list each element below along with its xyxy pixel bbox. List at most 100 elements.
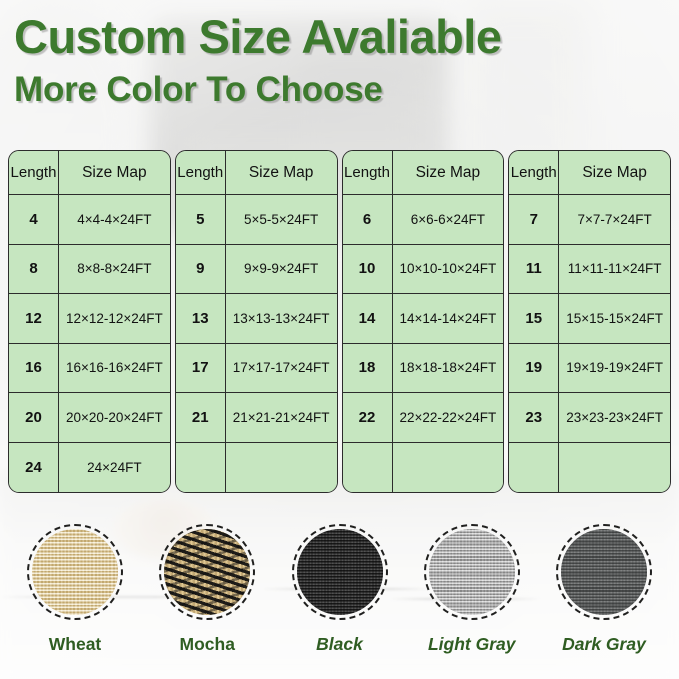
- table-row: 5 5×5-5×24FT: [175, 195, 337, 245]
- cell-length: 15: [509, 294, 560, 343]
- swatch-texture-wheat: [32, 529, 118, 615]
- cell-size-map: 7×7-7×24FT: [559, 195, 670, 244]
- cell-length: 8: [9, 244, 59, 293]
- color-swatch-black: Black: [281, 524, 399, 655]
- cell-size-map: 11×11-11×24FT: [559, 244, 670, 293]
- color-swatch-light-gray: Light Gray: [413, 524, 531, 655]
- cell-size-map: 15×15-15×24FT: [559, 294, 670, 343]
- swatch-label-dark-gray: Dark Gray: [562, 634, 646, 654]
- color-swatches-container: Wheat Mocha Black Li: [0, 524, 679, 655]
- column-header-length: Length: [175, 151, 226, 194]
- cell-length: 19: [509, 343, 560, 392]
- column-header-size-map: Size Map: [559, 151, 670, 194]
- table-row: 17 17×17-17×24FT: [175, 343, 337, 393]
- cell-length: 24: [9, 442, 59, 492]
- table-row: 4 4×4-4×24FT: [9, 195, 170, 245]
- cell-size-map: 8×8-8×24FT: [59, 244, 170, 293]
- column-header-length: Length: [342, 151, 393, 194]
- cell-length: 21: [175, 393, 226, 442]
- cell-length: 23: [509, 393, 560, 442]
- cell-size-map: 14×14-14×24FT: [392, 294, 504, 343]
- swatch-texture-light-gray: [428, 529, 515, 615]
- cell-length: 5: [175, 195, 226, 244]
- table-row: 24 24×24FT: [9, 442, 170, 492]
- page-title: Custom Size Avaliable: [14, 10, 502, 63]
- swatch-texture-mocha: [164, 529, 251, 615]
- table-row: 7 7×7-7×24FT: [509, 195, 670, 245]
- table-row: 20 20×20-20×24FT: [9, 393, 170, 443]
- cell-size-map: 6×6-6×24FT: [392, 195, 504, 244]
- table-header-row: Length Size Map: [342, 151, 504, 195]
- table-row: 8 8×8-8×24FT: [9, 244, 170, 294]
- swatch-disc-light-gray: [423, 524, 520, 620]
- table-row: 22 22×22-22×24FT: [342, 393, 504, 443]
- heading-block: Custom Size Avaliable More Color To Choo…: [14, 10, 664, 109]
- cell-length: [342, 442, 393, 492]
- cell-size-map: 24×24FT: [59, 442, 170, 492]
- table-row: 16 16×16-16×24FT: [9, 343, 170, 393]
- table-row: 18 18×18-18×24FT: [342, 343, 504, 393]
- cell-size-map: 23×23-23×24FT: [559, 393, 670, 442]
- size-table-3: Length Size Map 6 6×6-6×24FT 10 10×10-10…: [341, 150, 505, 493]
- color-swatch-dark-gray: Dark Gray: [545, 524, 663, 655]
- cell-size-map: 20×20-20×24FT: [59, 393, 170, 442]
- table-header-row: Length Size Map: [509, 151, 670, 195]
- cell-length: 6: [342, 195, 393, 244]
- cell-length: 17: [175, 343, 226, 392]
- cell-size-map: 10×10-10×24FT: [392, 244, 504, 293]
- cell-length: 10: [342, 244, 393, 293]
- cell-size-map: 13×13-13×24FT: [225, 294, 337, 343]
- cell-length: 14: [342, 294, 393, 343]
- color-swatch-mocha: Mocha: [148, 524, 266, 655]
- column-header-length: Length: [509, 151, 560, 194]
- cell-size-map: 16×16-16×24FT: [59, 343, 170, 392]
- cell-size-map: 12×12-12×24FT: [59, 294, 170, 343]
- table-row: 23 23×23-23×24FT: [509, 393, 670, 443]
- table-row-empty: [175, 442, 337, 492]
- cell-length: 11: [509, 244, 560, 293]
- cell-length: 12: [9, 294, 59, 343]
- cell-size-map: 18×18-18×24FT: [392, 343, 504, 392]
- table-header-row: Length Size Map: [9, 151, 170, 195]
- table-row: 6 6×6-6×24FT: [342, 195, 504, 245]
- color-swatch-wheat: Wheat: [16, 524, 134, 655]
- cell-length: 7: [509, 195, 560, 244]
- table-row: 13 13×13-13×24FT: [175, 294, 337, 344]
- table-row: 15 15×15-15×24FT: [509, 294, 670, 344]
- cell-size-map: [225, 442, 337, 492]
- swatch-disc-black: [291, 524, 388, 620]
- column-header-size-map: Size Map: [392, 151, 504, 194]
- table-row: 10 10×10-10×24FT: [342, 244, 504, 294]
- table-row: 21 21×21-21×24FT: [175, 393, 337, 443]
- cell-length: 16: [9, 343, 59, 392]
- column-header-size-map: Size Map: [59, 151, 170, 194]
- cell-length: 20: [9, 393, 59, 442]
- table-row: 11 11×11-11×24FT: [509, 244, 670, 294]
- column-header-size-map: Size Map: [225, 151, 337, 194]
- cell-size-map: 5×5-5×24FT: [225, 195, 337, 244]
- size-table-4: Length Size Map 7 7×7-7×24FT 11 11×11-11…: [508, 150, 671, 493]
- table-header-row: Length Size Map: [175, 151, 337, 195]
- cell-size-map: [392, 442, 504, 492]
- table-row: 19 19×19-19×24FT: [509, 343, 670, 393]
- size-table-2: Length Size Map 5 5×5-5×24FT 9 9×9-9×24F…: [174, 150, 338, 493]
- table-row: 9 9×9-9×24FT: [175, 244, 337, 294]
- cell-length: 4: [9, 195, 59, 244]
- swatch-label-black: Black: [316, 634, 363, 654]
- swatch-label-light-gray: Light Gray: [427, 634, 516, 654]
- cell-length: 22: [342, 393, 393, 442]
- swatch-texture-dark-gray: [561, 529, 647, 615]
- cell-size-map: 22×22-22×24FT: [392, 393, 504, 442]
- cell-size-map: 21×21-21×24FT: [225, 393, 337, 442]
- cell-size-map: 19×19-19×24FT: [559, 343, 670, 392]
- cell-size-map: 17×17-17×24FT: [225, 343, 337, 392]
- cell-length: [509, 442, 560, 492]
- cell-size-map: 4×4-4×24FT: [59, 195, 170, 244]
- table-row-empty: [509, 442, 670, 492]
- table-row: 14 14×14-14×24FT: [342, 294, 504, 344]
- swatch-texture-black: [296, 529, 383, 615]
- swatch-label-mocha: Mocha: [179, 634, 235, 654]
- cell-size-map: 9×9-9×24FT: [225, 244, 337, 293]
- swatch-disc-mocha: [159, 524, 256, 620]
